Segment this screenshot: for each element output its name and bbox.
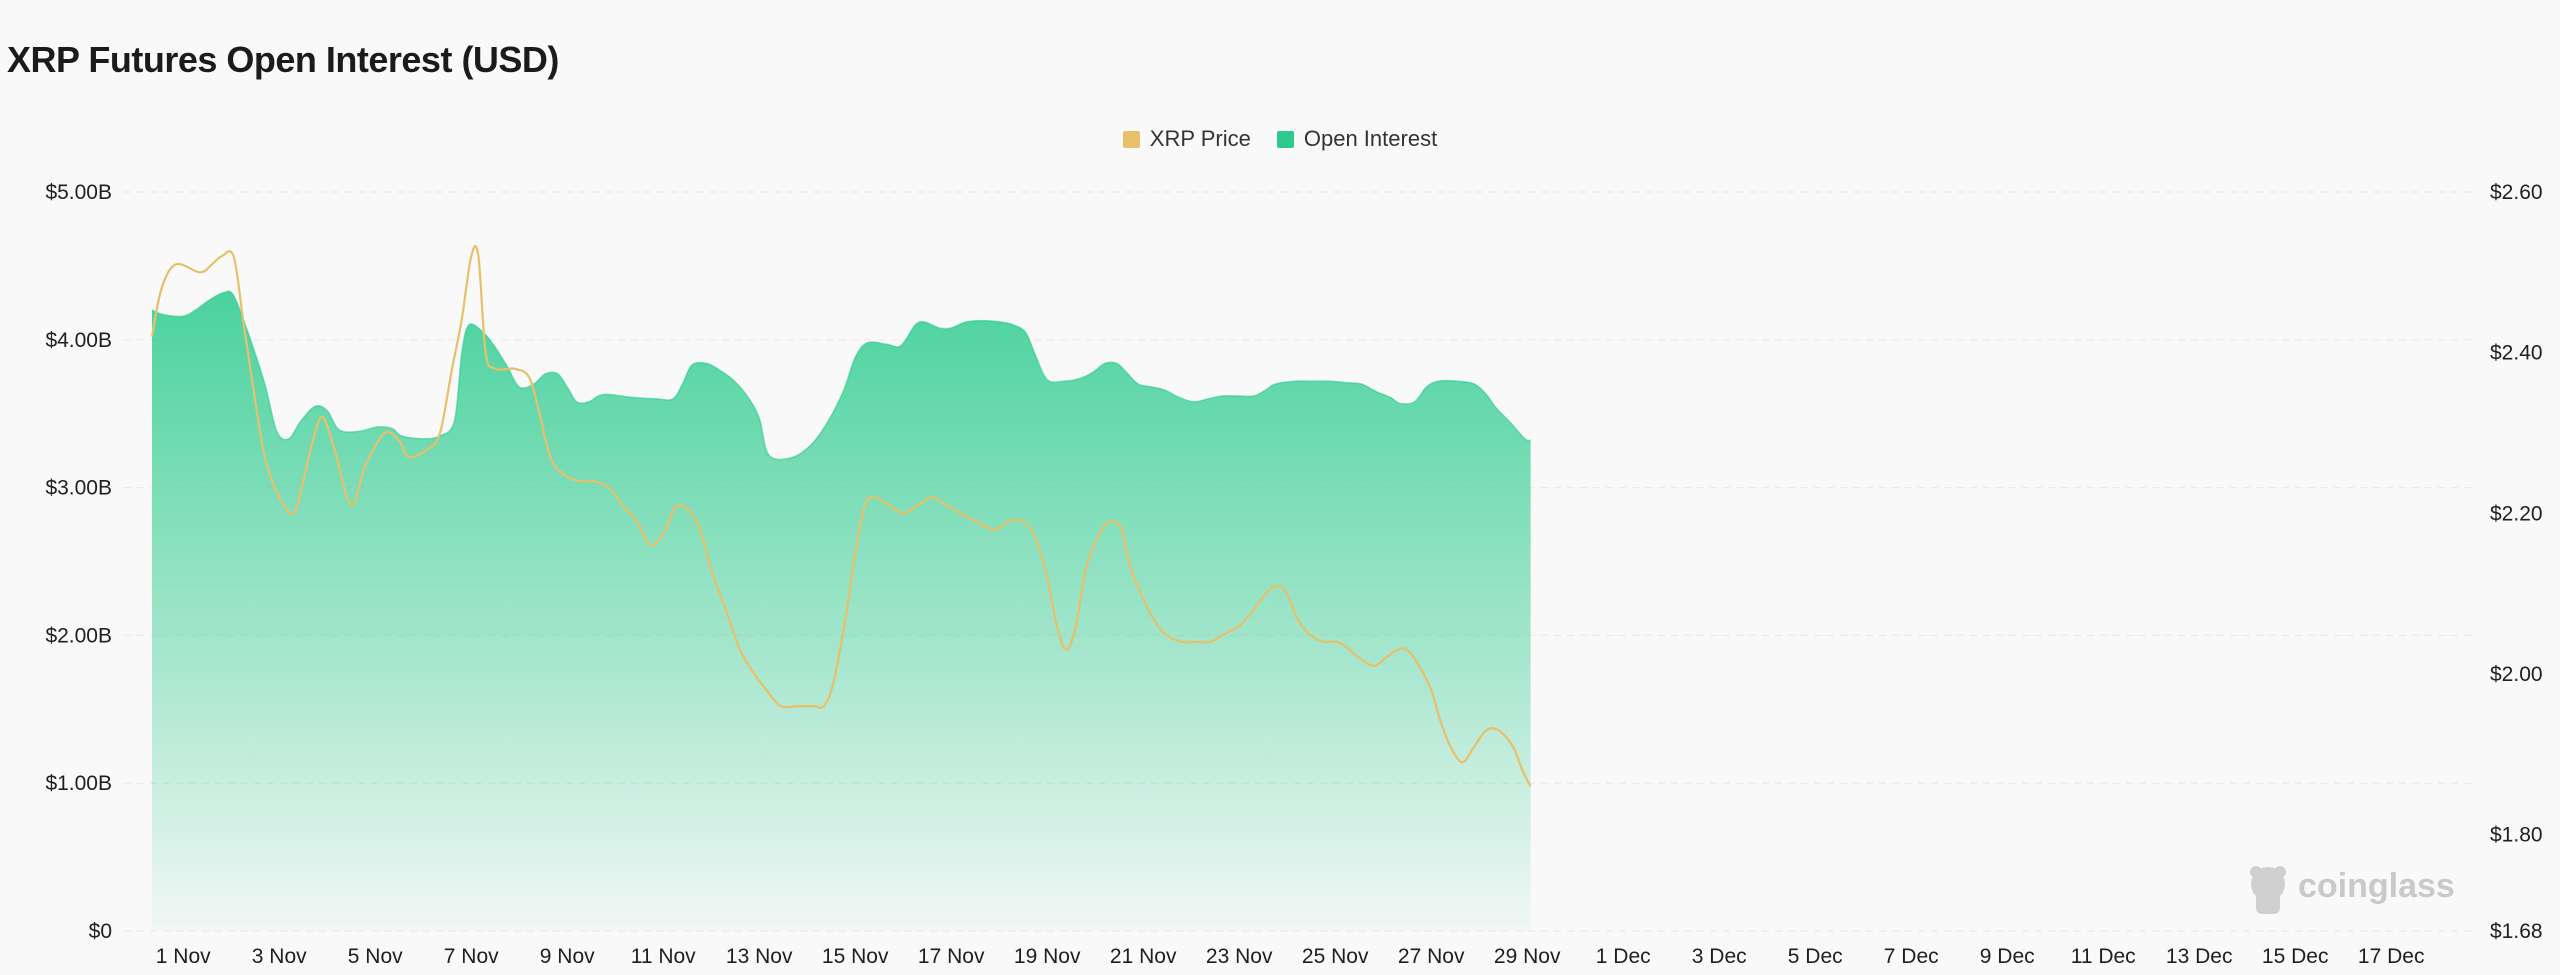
left-y-tick-label: $0 [89, 920, 112, 943]
left-y-axis: $0 $1.00B $2.00B $3.00B $4.00B $5.00B [45, 181, 112, 943]
x-tick-label: 7 Dec [1884, 945, 1939, 968]
watermark-text: coinglass [2298, 867, 2455, 905]
x-axis: 1 Nov 3 Nov 5 Nov 7 Nov 9 Nov 11 Nov 13 Nov 15 … [156, 945, 2425, 968]
x-tick-label: 1 Dec [1596, 945, 1651, 968]
xrp-price-line [150, 245, 1532, 787]
open-interest-line [151, 290, 1531, 461]
left-y-tick-label: $1.00B [45, 772, 112, 795]
open-interest-area [152, 291, 1531, 931]
x-tick-label: 15 Nov [822, 945, 889, 968]
legend-item-open-interest[interactable]: Open Interest [1276, 126, 1438, 152]
left-y-tick-label: $3.00B [45, 477, 112, 500]
legend-swatch-open-interest [1276, 130, 1294, 148]
right-y-axis: $1.68 $1.80 $2.00 $2.20 $2.40 $2.60 [2490, 181, 2543, 943]
x-tick-label: 27 Nov [1398, 945, 1465, 968]
right-y-tick-label: $1.68 [2490, 920, 2543, 943]
x-tick-label: 13 Nov [726, 945, 793, 968]
left-y-tick-label: $2.00B [45, 624, 112, 647]
x-tick-label: 19 Nov [1014, 945, 1081, 968]
x-tick-label: 29 Nov [1494, 945, 1561, 968]
coinglass-logo-icon [2250, 866, 2286, 914]
chart-legend: XRP Price Open Interest [0, 126, 2560, 152]
x-tick-label: 5 Dec [1788, 945, 1843, 968]
legend-item-xrp-price[interactable]: XRP Price [1122, 126, 1251, 152]
x-tick-label: 25 Nov [1302, 945, 1369, 968]
right-y-tick-label: $2.20 [2490, 502, 2543, 525]
right-y-tick-label: $2.40 [2490, 342, 2543, 365]
legend-label-xrp-price: XRP Price [1149, 126, 1251, 151]
x-tick-label: 23 Nov [1206, 945, 1273, 968]
left-y-tick-label: $4.00B [45, 329, 112, 352]
legend-label-open-interest: Open Interest [1303, 126, 1438, 151]
x-tick-label: 7 Nov [444, 945, 499, 968]
x-tick-label: 17 Nov [918, 945, 985, 968]
x-tick-label: 11 Nov [631, 945, 696, 968]
right-y-tick-label: $2.00 [2490, 663, 2543, 686]
x-tick-label: 15 Dec [2262, 945, 2329, 968]
left-y-tick-label: $5.00B [45, 181, 112, 204]
x-tick-label: 13 Dec [2166, 945, 2233, 968]
legend-swatch-xrp-price [1122, 130, 1140, 148]
x-tick-label: 5 Nov [348, 945, 403, 968]
x-tick-label: 17 Dec [2358, 945, 2425, 968]
x-tick-label: 3 Dec [1692, 945, 1747, 968]
right-y-tick-label: $1.80 [2490, 824, 2543, 847]
x-tick-label: 9 Nov [540, 945, 595, 968]
x-tick-label: 3 Nov [252, 945, 307, 968]
x-tick-label: 11 Dec [2071, 945, 2136, 968]
right-y-tick-label: $2.60 [2490, 181, 2543, 204]
page-title: XRP Futures Open Interest (USD) [7, 39, 559, 80]
x-tick-label: 1 Nov [156, 945, 211, 968]
x-tick-label: 21 Nov [1110, 945, 1177, 968]
coinglass-watermark: coinglass [2250, 866, 2455, 914]
x-tick-label: 9 Dec [1980, 945, 2035, 968]
